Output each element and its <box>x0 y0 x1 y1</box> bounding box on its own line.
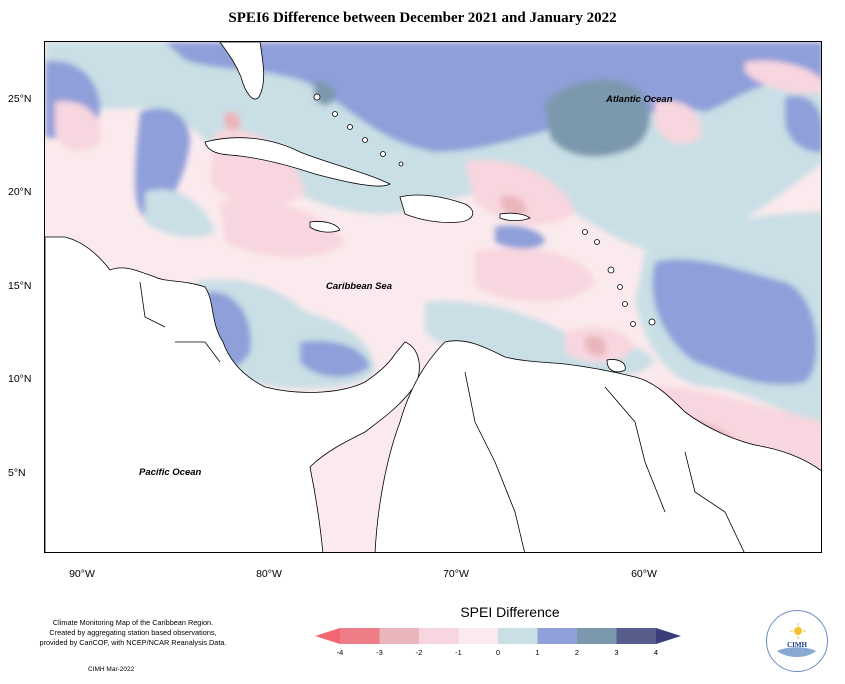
legend-tick-label: 1 <box>535 648 540 657</box>
legend-tick-label: -1 <box>455 648 462 657</box>
sun-icon <box>777 623 816 657</box>
legend-swatch <box>616 628 656 644</box>
legend-swatch <box>537 628 577 644</box>
legend-arrow-low <box>315 628 340 644</box>
map-title: SPEI6 Difference between December 2021 a… <box>228 10 617 26</box>
legend-swatch <box>458 628 498 644</box>
land-masses <box>45 42 821 552</box>
legend-swatch <box>340 628 380 644</box>
lon-label-90: 90°W <box>69 568 95 580</box>
legend-tick-label: -4 <box>336 648 344 657</box>
lat-label-15: 15°N <box>8 280 32 292</box>
cimh-logo: CIMH <box>766 610 828 672</box>
legend-tick-label: 4 <box>653 648 659 657</box>
lat-label-10: 10°N <box>8 373 32 385</box>
legend-title: SPEI Difference <box>460 604 560 620</box>
legend-swatch <box>379 628 419 644</box>
credit-text: Climate Monitoring Map of the Caribbean … <box>28 618 238 648</box>
legend-swatch <box>498 628 538 644</box>
lon-label-80: 80°W <box>256 568 282 580</box>
legend-tick-label: -3 <box>376 648 383 657</box>
lon-label-70: 70°W <box>443 568 469 580</box>
legend-swatch <box>577 628 617 644</box>
legend-colorbar <box>315 628 681 644</box>
lat-label-20: 20°N <box>8 186 32 198</box>
lon-label-60: 60°W <box>631 568 657 580</box>
credit-line: Climate Monitoring Map of the Caribbean … <box>52 618 214 627</box>
logo-name: CIMH <box>787 641 807 649</box>
legend-tick-label: 2 <box>574 648 580 657</box>
legend-tick-label: 0 <box>495 648 501 657</box>
credit-date: CIMH Mar-2022 <box>88 666 135 673</box>
credit-line: Created by aggregating station based obs… <box>49 628 217 637</box>
legend-arrow-high <box>656 628 681 644</box>
legend-swatch <box>419 628 459 644</box>
legend-tick-label: 3 <box>614 648 619 657</box>
caribbean-sea-label: Caribbean Sea <box>326 281 392 292</box>
legend-tick-label: -2 <box>415 648 423 657</box>
pacific-ocean-label: Pacific Ocean <box>139 467 202 478</box>
credit-line: provided by CariCOF, with NCEP/NCAR Rean… <box>39 638 227 647</box>
spei-difference-map <box>45 42 821 552</box>
lat-label-25: 25°N <box>8 93 32 105</box>
map-panel[interactable] <box>44 41 822 553</box>
lat-label-5: 5°N <box>8 467 26 479</box>
atlantic-ocean-label: Atlantic Ocean <box>606 94 673 105</box>
